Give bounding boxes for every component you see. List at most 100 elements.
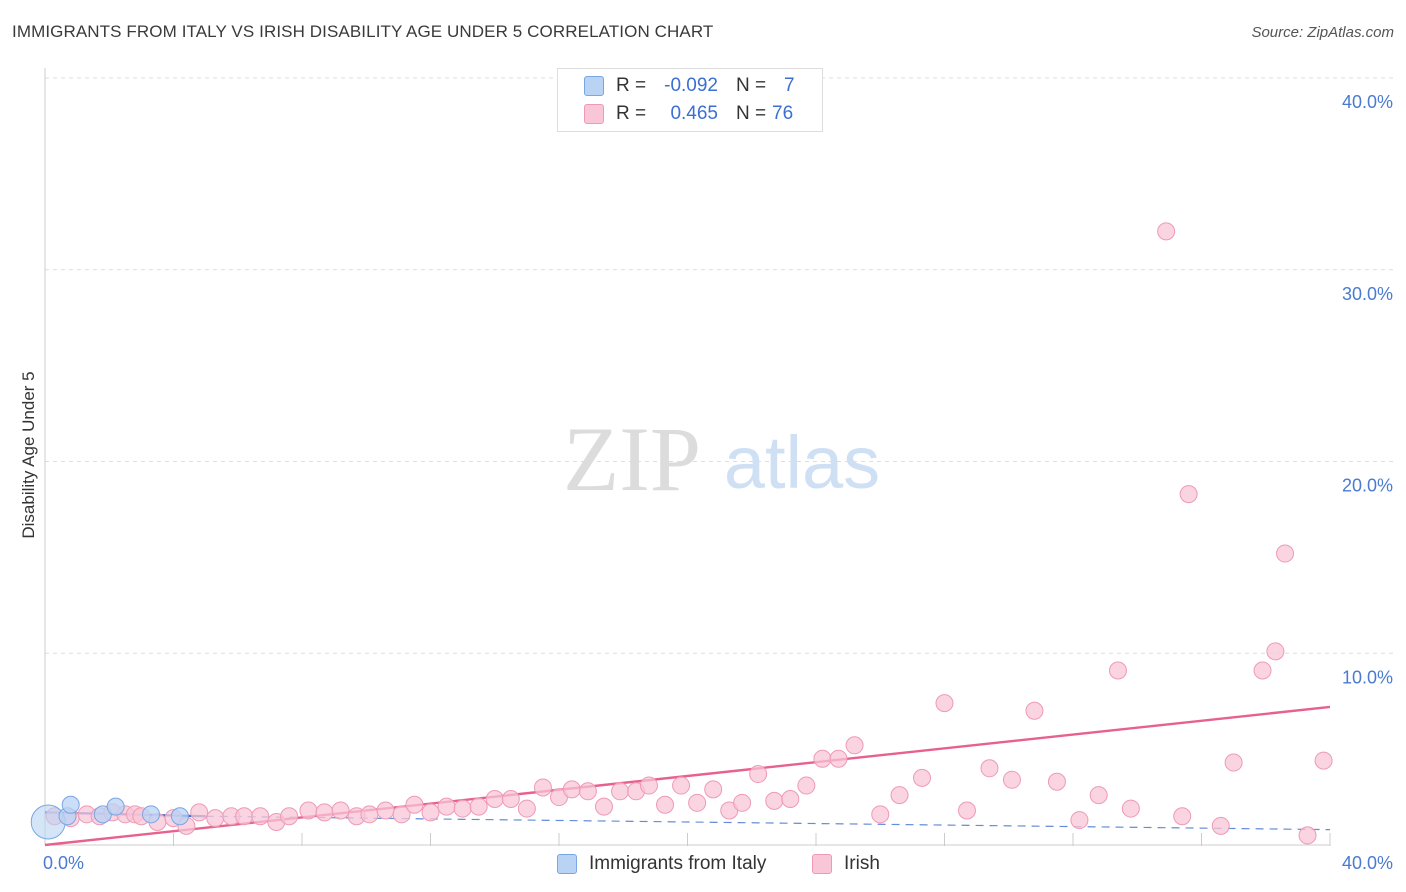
irish-point (251, 807, 270, 826)
legend-row-irish: R = 0.465 N = 76 (558, 101, 822, 129)
irish-point (376, 801, 395, 820)
irish-point (533, 778, 552, 797)
irish-point (1002, 770, 1021, 789)
legend-n-label: N = (736, 103, 767, 124)
series-label-irish: Irish (844, 853, 880, 874)
y-tick-label: 20.0% (1342, 476, 1393, 496)
irish-point (299, 801, 318, 820)
legend-swatch-italy (584, 76, 604, 96)
irish-point (469, 797, 488, 816)
irish-point (672, 776, 691, 795)
y-axis-label: Disability Age Under 5 (19, 371, 38, 538)
irish-point (392, 805, 411, 824)
legend-r-label: R = (616, 103, 647, 124)
irish-point (639, 776, 658, 795)
legend-r-label: R = (616, 75, 647, 96)
irish-point (190, 803, 209, 822)
irish-point (1211, 816, 1230, 835)
legend-n-value: 7 (784, 75, 795, 96)
irish-point (594, 797, 613, 816)
irish-point (733, 793, 752, 812)
irish-point (957, 801, 976, 820)
irish-point (453, 799, 472, 818)
irish-point (688, 793, 707, 812)
irish-trend-line (44, 705, 1331, 847)
irish-point (1121, 799, 1140, 818)
grid-lines (45, 77, 1395, 654)
irish-point (656, 795, 675, 814)
irish-point (360, 805, 379, 824)
irish-point (611, 782, 630, 801)
irish-point (765, 791, 784, 810)
series-swatch-italy (557, 854, 577, 874)
correlation-legend: R = -0.092 N = 7 R = 0.465 N = 76 (557, 68, 823, 132)
irish-point (871, 805, 890, 824)
irish-point (1108, 661, 1127, 680)
irish-point (1314, 751, 1333, 770)
irish-point (1070, 811, 1089, 830)
series-legend: Immigrants from Italy Irish (0, 853, 1406, 883)
x-tick-label: 0.0% (43, 853, 84, 873)
irish-point (1173, 807, 1192, 826)
irish-point (562, 780, 581, 799)
irish-point (1089, 786, 1108, 805)
irish-point (421, 803, 440, 822)
irish-point (845, 736, 864, 755)
irish-point (206, 809, 225, 828)
irish-point (578, 782, 597, 801)
irish-point (749, 765, 768, 784)
irish-point (280, 807, 299, 826)
irish-point (704, 780, 723, 799)
irish-point (913, 768, 932, 787)
italy-point (106, 797, 125, 816)
irish-point (1253, 661, 1272, 680)
irish-point (813, 749, 832, 768)
irish-point (829, 749, 848, 768)
italy-point (142, 805, 161, 824)
x-tick-label: 40.0% (1342, 853, 1393, 873)
legend-swatch-irish (584, 104, 604, 124)
legend-n-label: N = (736, 75, 767, 96)
irish-point (315, 803, 334, 822)
watermark: ZIP atlas (563, 408, 880, 510)
trend-lines (44, 705, 1331, 847)
italy-trend-extension (205, 815, 1331, 831)
irish-point (980, 759, 999, 778)
series-label-italy: Immigrants from Italy (589, 853, 767, 874)
irish-point (890, 786, 909, 805)
data-points (30, 222, 1333, 845)
watermark-zip: ZIP (563, 408, 701, 510)
irish-point (1298, 826, 1317, 845)
axes (44, 68, 1331, 846)
legend-row-italy: R = -0.092 N = 7 (558, 73, 822, 101)
italy-point (61, 795, 80, 814)
irish-point (1157, 222, 1176, 241)
italy-point (30, 804, 66, 840)
irish-point (1179, 485, 1198, 504)
irish-point (517, 799, 536, 818)
legend-r-value: 0.465 (670, 103, 718, 124)
source-label: Source: ZipAtlas.com (1251, 24, 1394, 41)
series-swatch-irish (812, 854, 832, 874)
y-tick-label: 40.0% (1342, 92, 1393, 112)
irish-point (501, 789, 520, 808)
irish-point (405, 795, 424, 814)
irish-point (1224, 753, 1243, 772)
irish-point (1047, 772, 1066, 791)
legend-r-value: -0.092 (664, 75, 718, 96)
irish-point (1266, 642, 1285, 661)
irish-point (1276, 544, 1295, 563)
irish-point (437, 797, 456, 816)
irish-point (235, 807, 254, 826)
legend-n-value: 76 (772, 103, 794, 124)
watermark-atlas: atlas (724, 421, 880, 504)
chart-title: IMMIGRANTS FROM ITALY VS IRISH DISABILIT… (12, 22, 714, 41)
irish-point (797, 776, 816, 795)
y-tick-label: 10.0% (1342, 667, 1393, 687)
irish-point (935, 694, 954, 713)
italy-point (170, 807, 189, 826)
y-tick-label: 30.0% (1342, 284, 1393, 304)
irish-point (331, 801, 350, 820)
irish-point (485, 789, 504, 808)
